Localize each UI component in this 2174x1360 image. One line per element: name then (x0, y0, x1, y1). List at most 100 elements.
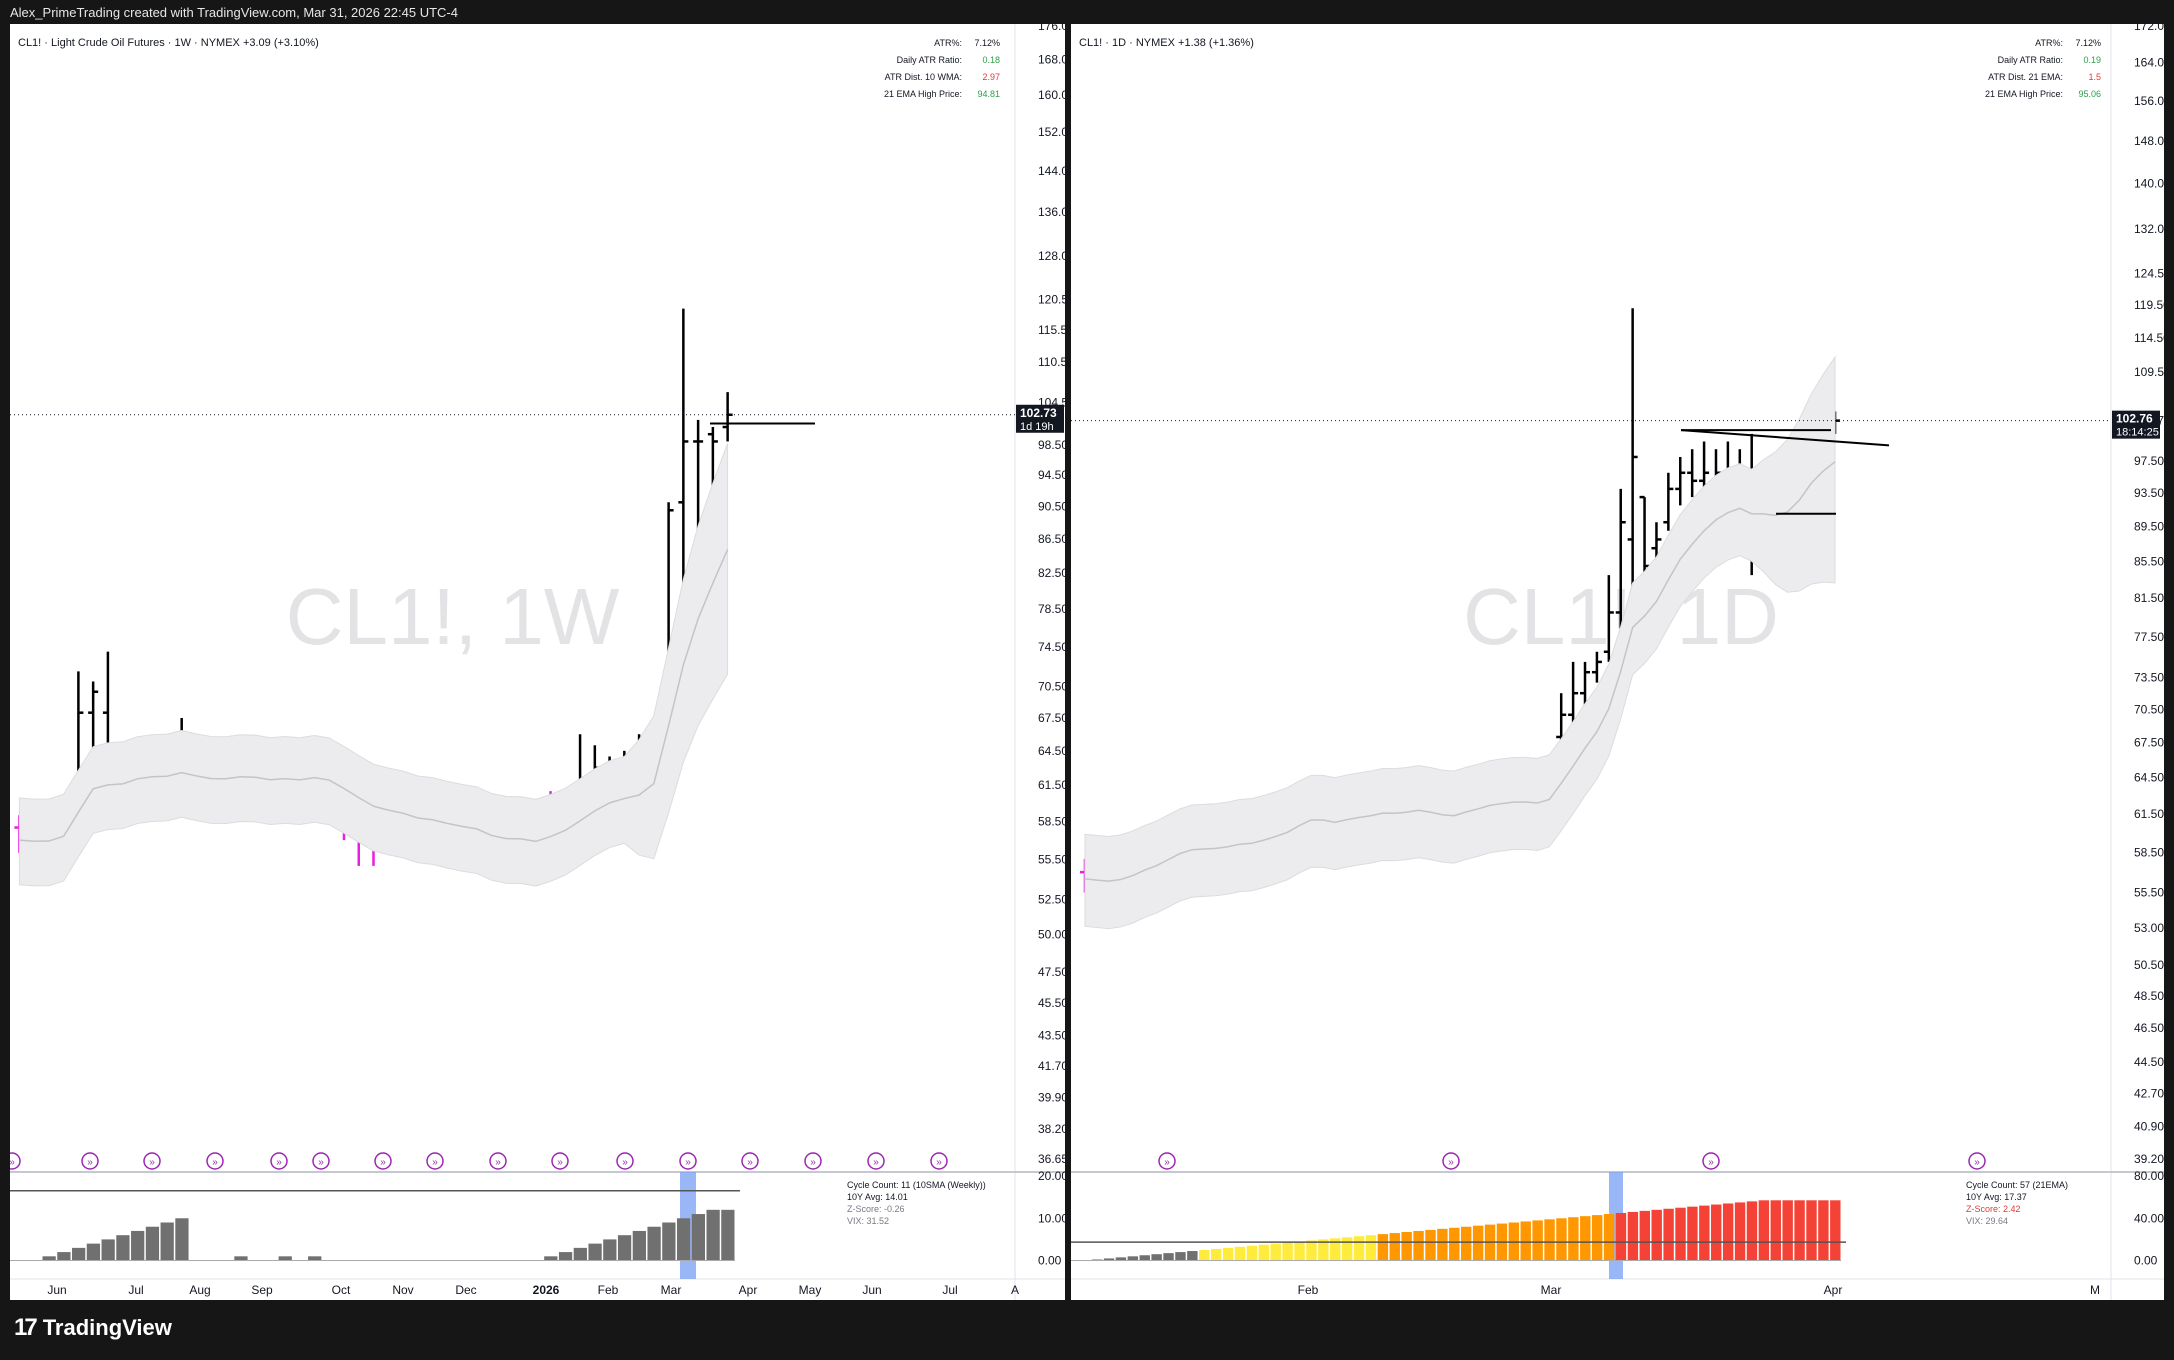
event-marker-circle (679, 1152, 697, 1170)
stat-value: 95.06 (2078, 89, 2101, 99)
price-tick: 64.50 (1038, 744, 1065, 758)
event-marker-glyph: » (810, 1157, 816, 1168)
price-tick: 148.00 (2134, 134, 2164, 148)
time-tick: Jun (47, 1283, 66, 1297)
indicator-tick: 0.00 (1038, 1254, 1062, 1268)
indicator-info: VIX: 29.64 (1966, 1216, 2008, 1226)
cycle-count-bar (1758, 1200, 1770, 1261)
event-marker-circle (81, 1152, 99, 1170)
cycle-count-bar (662, 1222, 676, 1261)
event-marker-circle (804, 1152, 822, 1170)
cycle-count-bar (101, 1239, 115, 1261)
price-tick: 52.50 (1038, 892, 1065, 906)
price-tick: 109.50 (2134, 365, 2164, 379)
event-marker-icon: » (143, 1152, 161, 1170)
last-price-label: 102.76 (2116, 412, 2153, 426)
indicator-tick: 80.00 (2134, 1169, 2164, 1183)
event-marker-glyph: » (557, 1157, 563, 1168)
cycle-count-bar (1270, 1243, 1281, 1261)
price-tick: 43.50 (1038, 1028, 1065, 1042)
event-marker-circle (426, 1152, 444, 1170)
event-marker-circle (374, 1152, 392, 1170)
cycle-count-bar (1091, 1259, 1103, 1261)
time-tick: Feb (1298, 1283, 1319, 1297)
cycle-count-bar (1353, 1236, 1365, 1261)
chart-panel-weekly[interactable]: CL1!, 1W CL1! · Light Crude Oil Futures ·… (10, 24, 1065, 1300)
cycle-count-bar (1699, 1205, 1710, 1261)
cycle-count-bar (57, 1252, 71, 1261)
price-tick: 70.50 (1038, 680, 1065, 694)
cycle-count-bar (603, 1239, 617, 1261)
cycle-count-bar (175, 1218, 189, 1261)
cycle-count-bar (588, 1243, 602, 1261)
ohlc-bar (1627, 308, 1638, 613)
price-tick: 41.70 (1038, 1059, 1065, 1073)
price-tick: 90.50 (1038, 499, 1065, 513)
cycle-count-bar (86, 1243, 101, 1261)
cycle-count-bar (145, 1226, 160, 1261)
time-tick: 2026 (533, 1283, 560, 1297)
price-tick: 61.50 (2134, 807, 2164, 821)
chart-legend: CL1! · Light Crude Oil Futures · 1W · NY… (18, 37, 319, 49)
cycle-count-bar (1722, 1203, 1734, 1261)
cycle-count-bar (632, 1230, 646, 1261)
cycle-count-bar (617, 1235, 632, 1261)
cycle-count-bar (1568, 1217, 1579, 1261)
ohlc-bar (1615, 488, 1626, 632)
cycle-count-bar (647, 1226, 661, 1261)
ohlc-bar (722, 392, 733, 442)
event-marker-icon: » (616, 1152, 634, 1170)
indicator-tick: 40.00 (2134, 1211, 2164, 1225)
event-marker-circle (10, 1152, 21, 1170)
indicator-info: VIX: 31.52 (847, 1216, 889, 1226)
cycle-count-bar (1115, 1257, 1127, 1261)
cycle-count-bar (706, 1209, 720, 1261)
cycle-count-bar (1425, 1229, 1436, 1261)
indicator-tick: 10.00 (1038, 1211, 1065, 1225)
cycle-count-bar (1234, 1246, 1246, 1261)
ema-line (19, 549, 729, 843)
event-marker-glyph: » (685, 1157, 691, 1168)
time-tick: Feb (598, 1283, 619, 1297)
footer: 17 TradingView (0, 1300, 2174, 1360)
last-price-label-bg (2112, 410, 2160, 439)
cycle-count-bar (1651, 1209, 1662, 1261)
price-tick: 81.50 (2134, 591, 2164, 605)
event-marker-icon: » (1702, 1152, 1720, 1170)
ema-line (1084, 461, 1836, 882)
price-tick: 42.70 (2134, 1086, 2164, 1100)
weekly-chart-svg[interactable]: CL1!, 1W CL1! · Light Crude Oil Futures ·… (10, 24, 1065, 1300)
chart-panel-daily[interactable]: CL1!, 1D CL1! · 1D · NYMEX +1.38 (+1.36%)… (1071, 24, 2164, 1300)
cycle-count-bar (308, 1256, 322, 1261)
price-tick: 45.50 (1038, 996, 1065, 1010)
cycle-count-bar (42, 1256, 56, 1261)
indicator-info: Cycle Count: 11 (10SMA (Weekly)) (847, 1180, 986, 1190)
time-tick: Apr (1824, 1283, 1843, 1297)
cycle-count-bar (1663, 1208, 1674, 1261)
tradingview-logo[interactable]: 17 TradingView (14, 1314, 172, 1342)
cycle-count-bar (72, 1247, 86, 1261)
watermark: CL1!, 1W (286, 572, 620, 661)
price-tick: 124.50 (2134, 267, 2164, 281)
price-tick: 70.50 (2134, 702, 2164, 716)
stat-label: ATR%: (934, 38, 962, 48)
event-marker-icon: » (1968, 1152, 1986, 1170)
event-marker-glyph: » (318, 1157, 324, 1168)
time-tick: May (799, 1283, 822, 1297)
event-marker-glyph: » (622, 1157, 628, 1168)
cycle-count-bar (160, 1222, 174, 1261)
cycle-count-bar (131, 1230, 145, 1261)
cycle-count-bar (1163, 1253, 1174, 1261)
cycle-count-bar (1103, 1258, 1115, 1261)
countdown-label: 1d 19h (1020, 421, 1054, 433)
cycle-count-bar (1187, 1251, 1198, 1261)
event-marker-glyph: » (380, 1157, 386, 1168)
cycle-count-bar (721, 1209, 735, 1261)
event-marker-circle (551, 1152, 569, 1170)
cycle-count-bar (1782, 1200, 1793, 1261)
price-tick: 77.50 (2134, 630, 2164, 644)
cycle-count-bar (1532, 1220, 1543, 1261)
event-marker-glyph: » (1164, 1157, 1170, 1168)
event-marker-icon: » (374, 1152, 392, 1170)
